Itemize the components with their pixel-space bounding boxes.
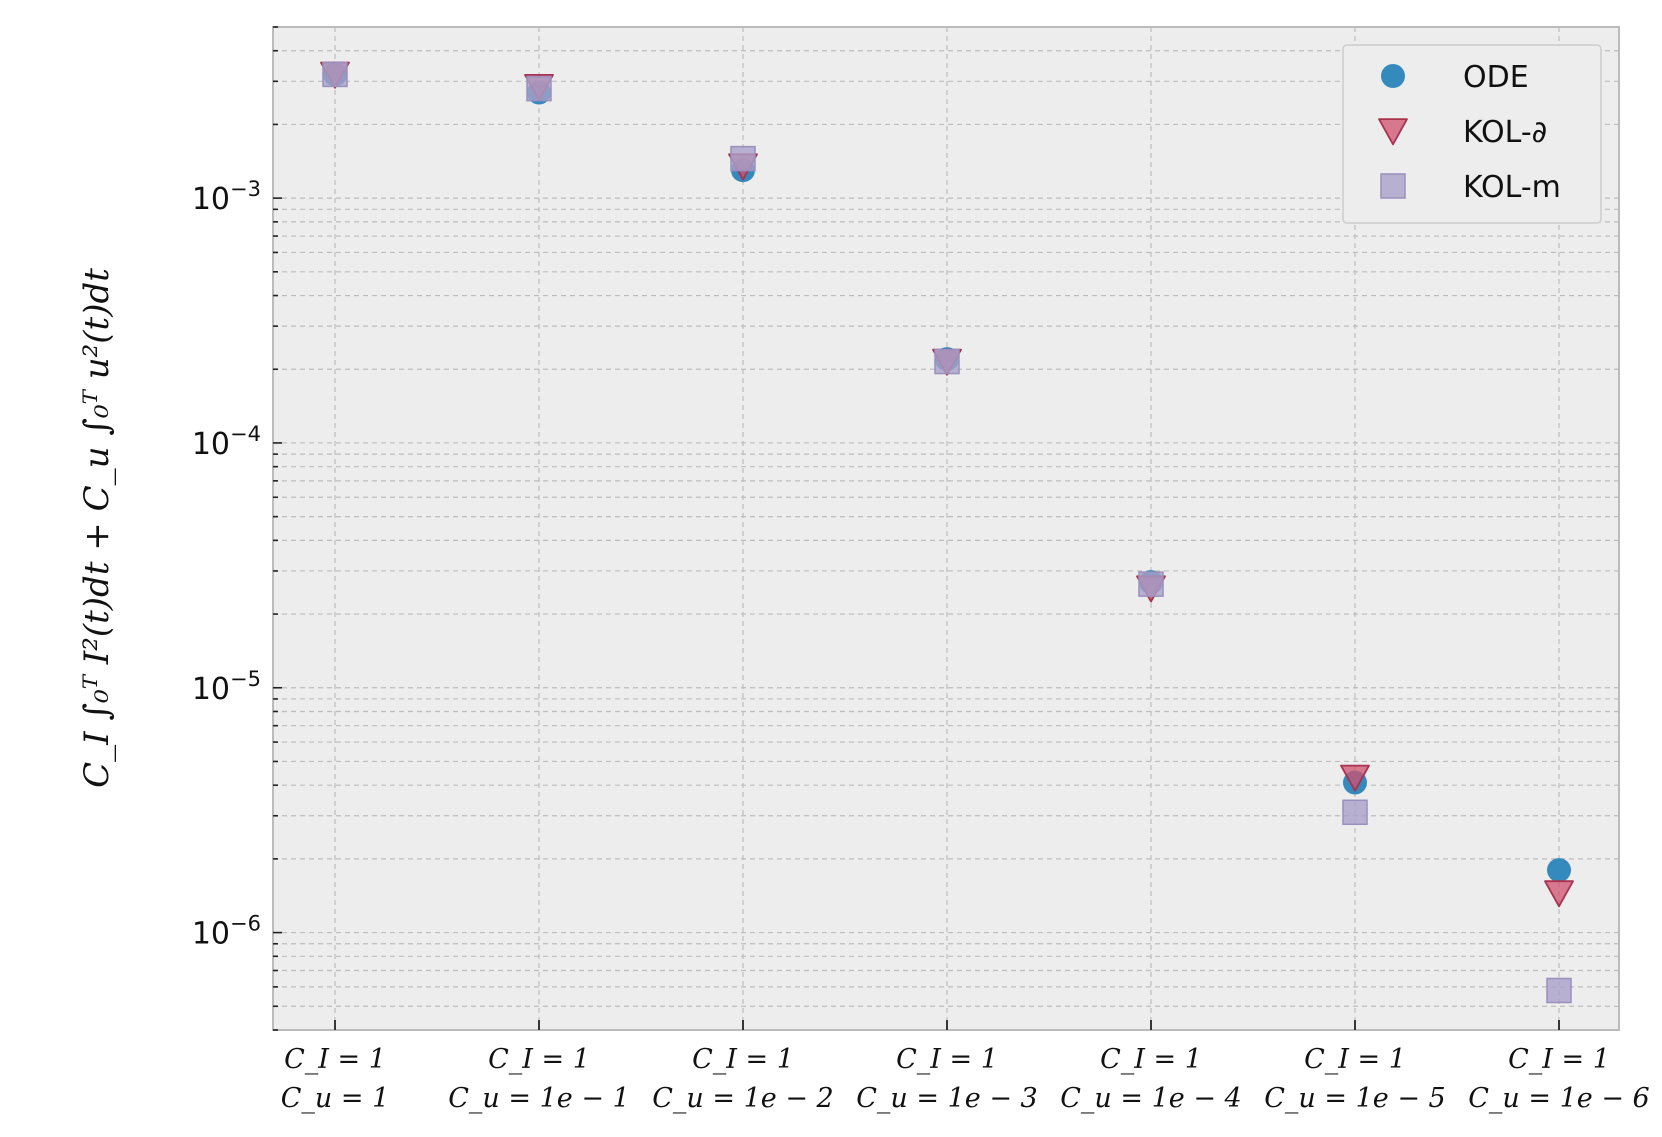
data-point-kol-m — [526, 75, 552, 102]
legend-marker — [1380, 173, 1406, 199]
x-tick-label-line1: C_I = 1 — [1100, 1044, 1202, 1075]
x-tick-label-line2: C_u = 1e − 5 — [1264, 1083, 1445, 1114]
y-axis-label-group: C_I ∫₀ᵀ I²(t)dt + C_u ∫₀ᵀ u²(t)dt — [77, 268, 117, 788]
x-tick-label-line1: C_I = 1 — [1304, 1044, 1406, 1075]
data-point-ode — [1547, 858, 1571, 883]
data-point-kol — [1340, 764, 1370, 792]
x-tick-labels: C_I = 1 C_u = 1 C_I = 1 C_u = 1e − 1 C_I = 1… — [281, 1044, 1650, 1114]
plot-frame — [272, 26, 1620, 1031]
x-tick-label-line1: C_I = 1 — [896, 1044, 998, 1075]
data-point-kol-m — [730, 145, 756, 172]
y-axis-label: C_I ∫₀ᵀ I²(t)dt + C_u ∫₀ᵀ u²(t)dt — [77, 268, 117, 788]
data-point-kol-m — [322, 61, 348, 88]
legend-marker — [1381, 64, 1405, 88]
legend-label: KOL-m — [1463, 170, 1561, 205]
data-point-kol-m — [1546, 977, 1572, 1004]
data-point-kol-m — [1138, 571, 1164, 597]
legend-marker — [1378, 118, 1408, 146]
x-tick-label-line2: C_u = 1e − 6 — [1468, 1083, 1649, 1114]
x-tick-label-line2: C_u = 1e − 2 — [652, 1083, 833, 1114]
x-tick-label-line2: C_u = 1e − 3 — [856, 1083, 1037, 1114]
data-point-kol-m — [1342, 799, 1368, 826]
legend: ODE KOL-∂ KOL-m — [1342, 44, 1602, 224]
y-tick-label: 10−4 — [192, 422, 261, 462]
y-tick-labels: 10−3 10−4 10−5 10−6 — [192, 177, 261, 951]
x-tick-label-line2: C_u = 1 — [281, 1083, 390, 1114]
data-points — [320, 61, 1574, 1004]
x-tick-label-line1: C_I = 1 — [1508, 1044, 1610, 1075]
data-point-kol — [1544, 880, 1574, 908]
axis-ticks — [273, 26, 1560, 1031]
legend-box — [1342, 44, 1602, 224]
y-tick-label: 10−3 — [192, 177, 261, 217]
y-tick-label: 10−5 — [192, 667, 261, 707]
y-tick-label: 10−6 — [192, 912, 261, 952]
x-tick-label-line1: C_I = 1 — [488, 1044, 590, 1075]
x-tick-label-line2: C_u = 1e − 4 — [1060, 1083, 1241, 1114]
x-tick-label-line2: C_u = 1e − 1 — [448, 1083, 629, 1114]
data-point-kol-m — [934, 348, 960, 375]
legend-label: ODE — [1463, 60, 1529, 95]
x-tick-label-line1: C_I = 1 — [692, 1044, 794, 1075]
x-tick-label-line1: C_I = 1 — [284, 1044, 386, 1075]
legend-label: KOL-∂ — [1463, 115, 1547, 150]
